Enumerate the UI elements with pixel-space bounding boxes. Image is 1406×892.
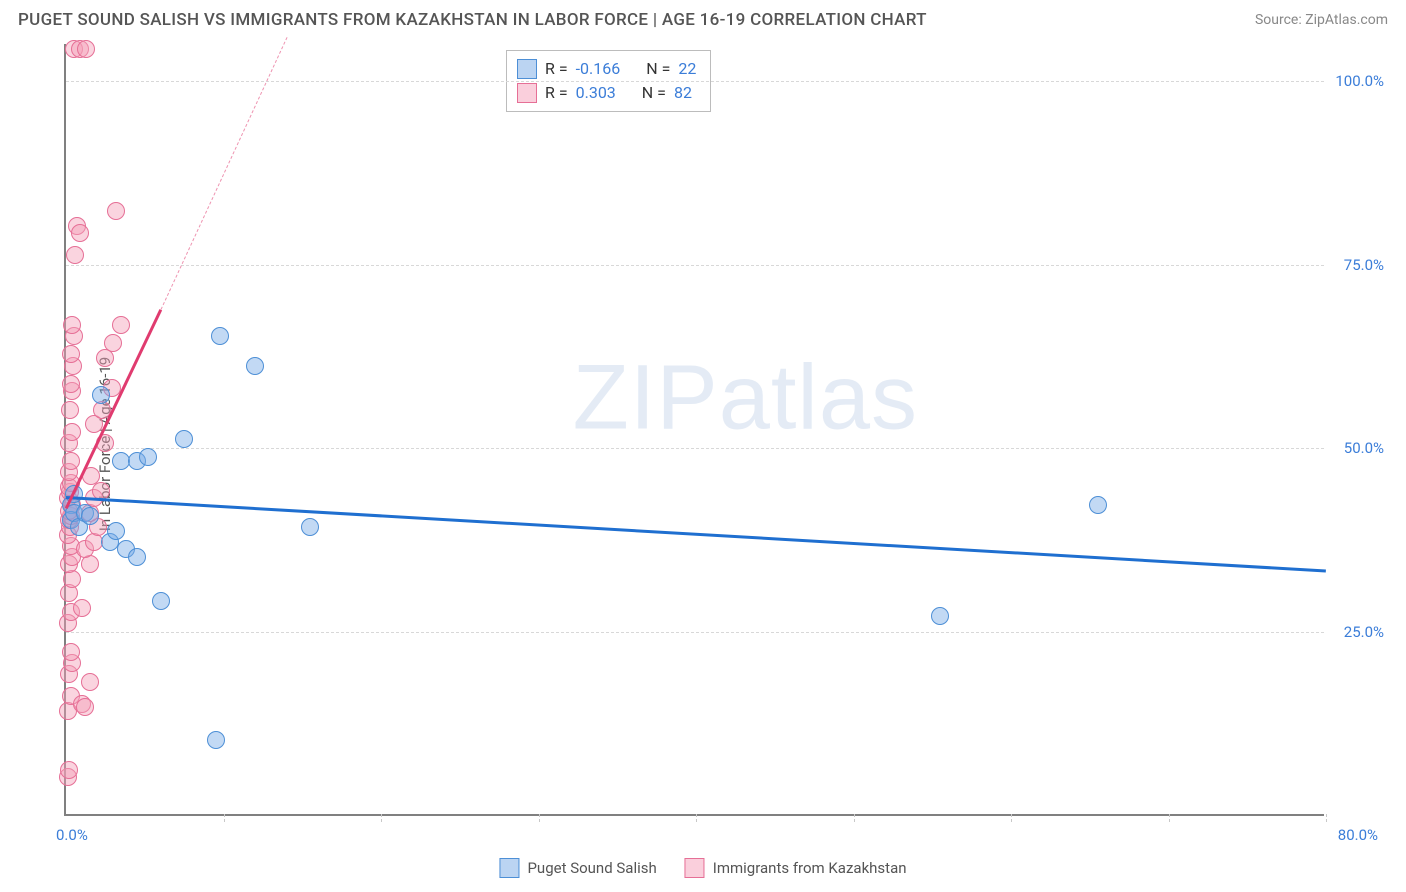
legend-item-blue: Puget Sound Salish [499, 858, 656, 878]
x-tick-label: 0.0% [56, 826, 88, 844]
data-point [62, 375, 80, 393]
legend-item-pink: Immigrants from Kazakhstan [685, 858, 907, 878]
header: PUGET SOUND SALISH VS IMMIGRANTS FROM KA… [0, 0, 1406, 38]
data-point [77, 40, 95, 58]
data-point [62, 345, 80, 363]
swatch-blue-icon [517, 59, 537, 79]
x-tick [1326, 814, 1327, 822]
gridline [66, 81, 1324, 82]
data-point [931, 607, 949, 625]
stat-row-pink: R = 0.303 N = 82 [517, 81, 696, 105]
x-tick-label: 80.0% [1338, 826, 1378, 844]
trend-line [66, 496, 1326, 573]
trend-line [160, 37, 287, 309]
x-tick [696, 814, 697, 822]
watermark: ZIPatlas [573, 346, 918, 451]
data-point [63, 423, 81, 441]
data-point [60, 761, 78, 779]
data-point [246, 357, 264, 375]
data-point [152, 592, 170, 610]
n-label: N = [646, 57, 670, 81]
data-point [301, 518, 319, 536]
chart-title: PUGET SOUND SALISH VS IMMIGRANTS FROM KA… [18, 10, 927, 30]
legend-label-blue: Puget Sound Salish [527, 859, 656, 877]
y-tick-label: 75.0% [1344, 256, 1384, 274]
data-point [62, 643, 80, 661]
r-value-blue: -0.166 [576, 57, 621, 81]
data-point [92, 386, 110, 404]
data-point [104, 334, 122, 352]
n-value-pink: 82 [674, 81, 692, 105]
x-tick [381, 814, 382, 822]
data-point [107, 522, 125, 540]
x-tick [854, 814, 855, 822]
data-point [62, 452, 80, 470]
y-tick-label: 25.0% [1344, 623, 1384, 641]
swatch-blue-icon [499, 858, 519, 878]
data-point [112, 316, 130, 334]
n-value-blue: 22 [678, 57, 696, 81]
data-point [76, 698, 94, 716]
data-point [63, 316, 81, 334]
data-point [81, 673, 99, 691]
x-tick [1011, 814, 1012, 822]
gridline [66, 265, 1324, 266]
gridline [66, 632, 1324, 633]
x-tick [539, 814, 540, 822]
n-label: N = [642, 81, 666, 105]
r-label: R = [545, 81, 568, 105]
stat-row-blue: R = -0.166 N = 22 [517, 57, 696, 81]
data-point [207, 731, 225, 749]
data-point [71, 224, 89, 242]
data-point [66, 246, 84, 264]
data-point [73, 599, 91, 617]
r-value-pink: 0.303 [576, 81, 616, 105]
data-point [175, 430, 193, 448]
chart-area: In Labor Force | Age 16-19 ZIPatlas R = … [50, 44, 1390, 844]
swatch-pink-icon [685, 858, 705, 878]
r-label: R = [545, 57, 568, 81]
data-point [211, 327, 229, 345]
y-tick-label: 100.0% [1335, 72, 1384, 90]
data-point [107, 202, 125, 220]
bottom-legend: Puget Sound Salish Immigrants from Kazak… [499, 858, 906, 878]
legend-label-pink: Immigrants from Kazakhstan [713, 859, 907, 877]
gridline [66, 448, 1324, 449]
scatter-plot: ZIPatlas R = -0.166 N = 22 R = 0.303 N =… [64, 44, 1324, 816]
x-tick [1169, 814, 1170, 822]
swatch-pink-icon [517, 83, 537, 103]
data-point [128, 548, 146, 566]
x-tick [224, 814, 225, 822]
data-point [1089, 496, 1107, 514]
source-label: Source: ZipAtlas.com [1255, 12, 1388, 28]
data-point [61, 401, 79, 419]
data-point [139, 448, 157, 466]
y-tick-label: 50.0% [1344, 439, 1384, 457]
data-point [81, 507, 99, 525]
